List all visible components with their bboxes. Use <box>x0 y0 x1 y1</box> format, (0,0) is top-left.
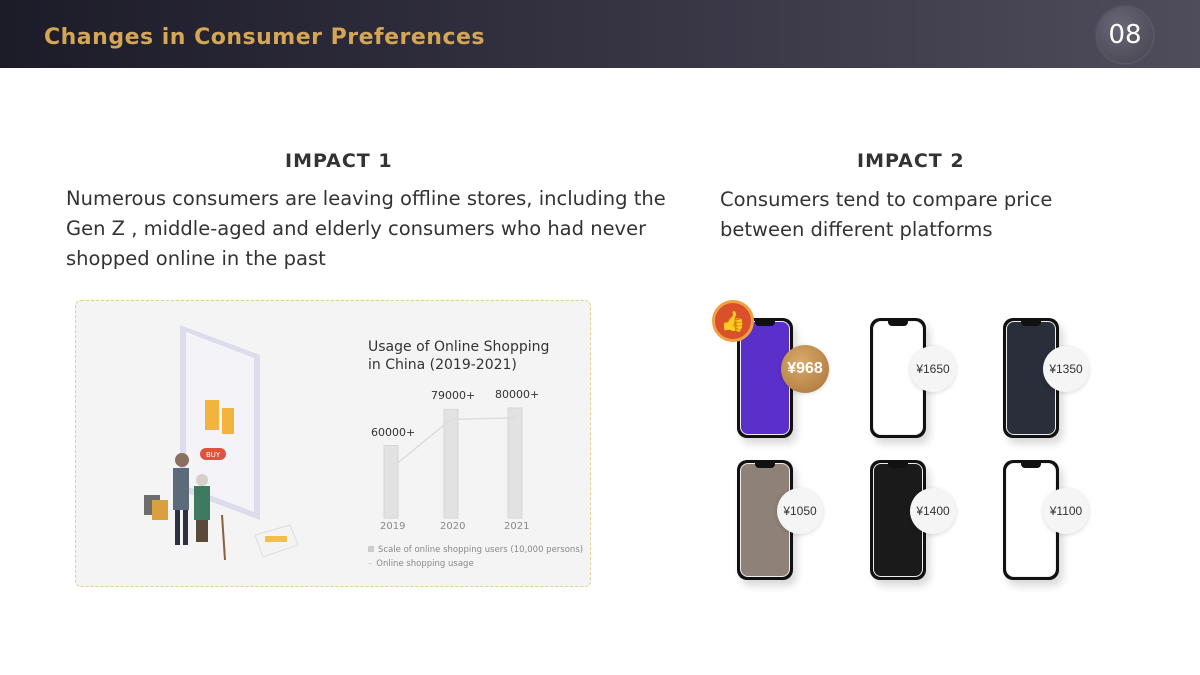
online-shopping-illustration: BUY <box>144 325 299 561</box>
chart-panel <box>75 300 591 587</box>
bar-2020 <box>443 408 459 519</box>
impact-1-heading: IMPACT 1 <box>285 150 393 172</box>
legend-swatch <box>368 546 374 552</box>
header-bar: Changes in Consumer Preferences 08 <box>0 0 1200 68</box>
bar-chart <box>383 407 523 519</box>
phone-screen <box>740 321 790 435</box>
x-tick-2020: 2020 <box>440 521 466 532</box>
price-badge: ¥1100 <box>1043 488 1089 534</box>
thumbs-up-badge-icon: 👍 <box>712 300 754 342</box>
legend-line: – Online shopping usage <box>368 559 474 569</box>
usage-line <box>396 417 516 465</box>
phone-notch <box>1021 463 1041 468</box>
buy-label: BUY <box>206 451 221 459</box>
x-tick-2019: 2019 <box>380 521 406 532</box>
price-badge: ¥1400 <box>910 488 956 534</box>
impact-2-heading: IMPACT 2 <box>857 150 965 172</box>
legend-line-label: Online shopping usage <box>376 559 474 569</box>
x-tick-2021: 2021 <box>504 521 530 532</box>
bar-2021 <box>507 407 523 519</box>
platform-phone-1 <box>737 318 793 438</box>
page-number: 08 <box>1097 7 1153 63</box>
price-badge: ¥1350 <box>1043 346 1089 392</box>
phone-notch <box>888 463 908 468</box>
phone-screen <box>873 463 923 577</box>
phone-notch <box>1021 321 1041 326</box>
chart-title: Usage of Online Shopping in China (2019-… <box>368 339 550 373</box>
phone-notch <box>888 321 908 326</box>
price-badge: ¥1050 <box>777 488 823 534</box>
bar-2019 <box>383 445 399 519</box>
legend-bars-label: Scale of online shopping users (10,000 p… <box>378 545 584 555</box>
legend-bars: Scale of online shopping users (10,000 p… <box>368 545 583 555</box>
data-label-2019: 60000+ <box>371 425 416 439</box>
data-label-2021: 80000+ <box>495 388 540 401</box>
phone-notch <box>755 321 775 326</box>
page-title: Changes in Consumer Preferences <box>44 25 486 50</box>
impact-2-text: Consumers tend to compare price between … <box>720 188 1053 241</box>
impact-1-text: Numerous consumers are leaving offline s… <box>66 187 666 270</box>
price-badge: ¥1650 <box>910 346 956 392</box>
price-badge: ¥968 <box>781 345 829 393</box>
phone-notch <box>755 463 775 468</box>
data-label-2020: 79000+ <box>431 389 476 403</box>
